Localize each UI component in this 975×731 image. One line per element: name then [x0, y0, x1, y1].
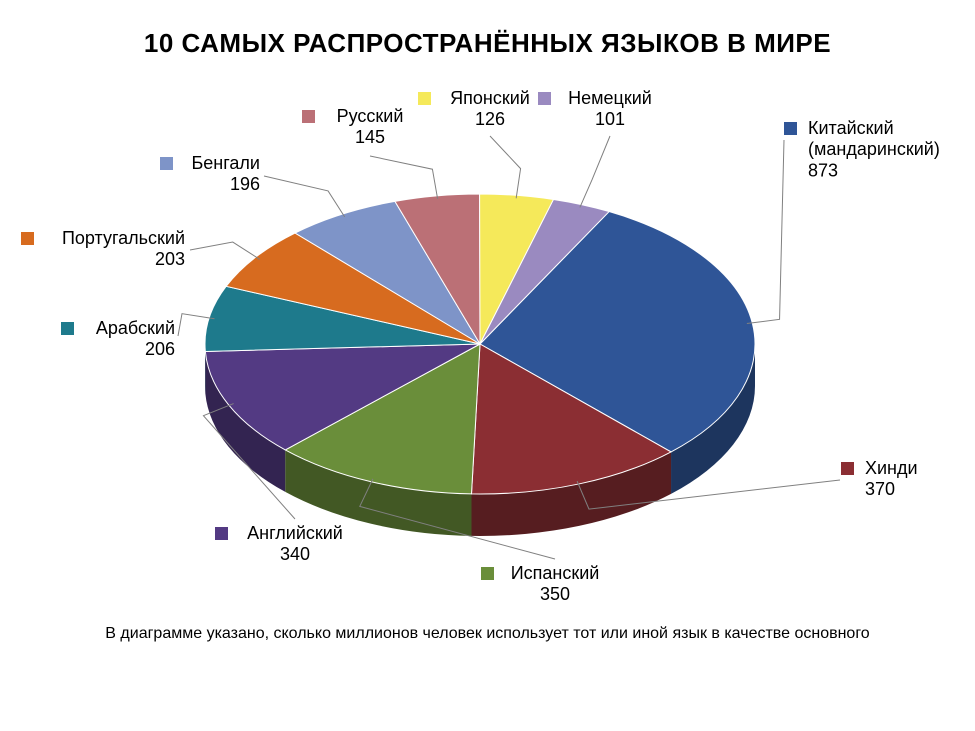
- legend-swatch: [215, 527, 228, 540]
- chart-footnote: В диаграмме указано, сколько миллионов ч…: [0, 625, 975, 643]
- slice-label: Японский126: [450, 88, 530, 129]
- leader-line: [747, 140, 784, 324]
- slice-label: Португальский203: [62, 228, 185, 269]
- leader-line: [264, 176, 345, 217]
- legend-swatch: [302, 110, 315, 123]
- slice-label: Хинди370: [865, 458, 918, 499]
- legend-swatch: [841, 462, 854, 475]
- legend-swatch: [160, 157, 173, 170]
- slice-label: Английский340: [247, 523, 343, 564]
- leader-line: [490, 136, 521, 198]
- pie-chart: Китайский(мандаринский)873 Хинди370 Испанс…: [0, 59, 975, 619]
- legend-swatch: [21, 232, 34, 245]
- slice-label: Русский145: [337, 106, 404, 147]
- slice-label: Бенгали196: [191, 153, 260, 194]
- slice-label: Арабский206: [96, 318, 175, 359]
- slice-label: Китайский(мандаринский)873: [808, 118, 940, 180]
- slice-label: Испанский350: [511, 563, 600, 604]
- leader-line: [370, 156, 438, 199]
- leader-line: [190, 242, 260, 259]
- legend-swatch: [418, 92, 431, 105]
- legend-swatch: [538, 92, 551, 105]
- legend-swatch: [481, 567, 494, 580]
- chart-title: 10 САМЫХ РАСПРОСТРАНЁННЫХ ЯЗЫКОВ В МИРЕ: [0, 0, 975, 59]
- legend-swatch: [61, 322, 74, 335]
- legend-swatch: [784, 122, 797, 135]
- leader-line: [580, 136, 610, 207]
- pie-top: [205, 194, 755, 494]
- slice-label: Немецкий101: [568, 88, 652, 129]
